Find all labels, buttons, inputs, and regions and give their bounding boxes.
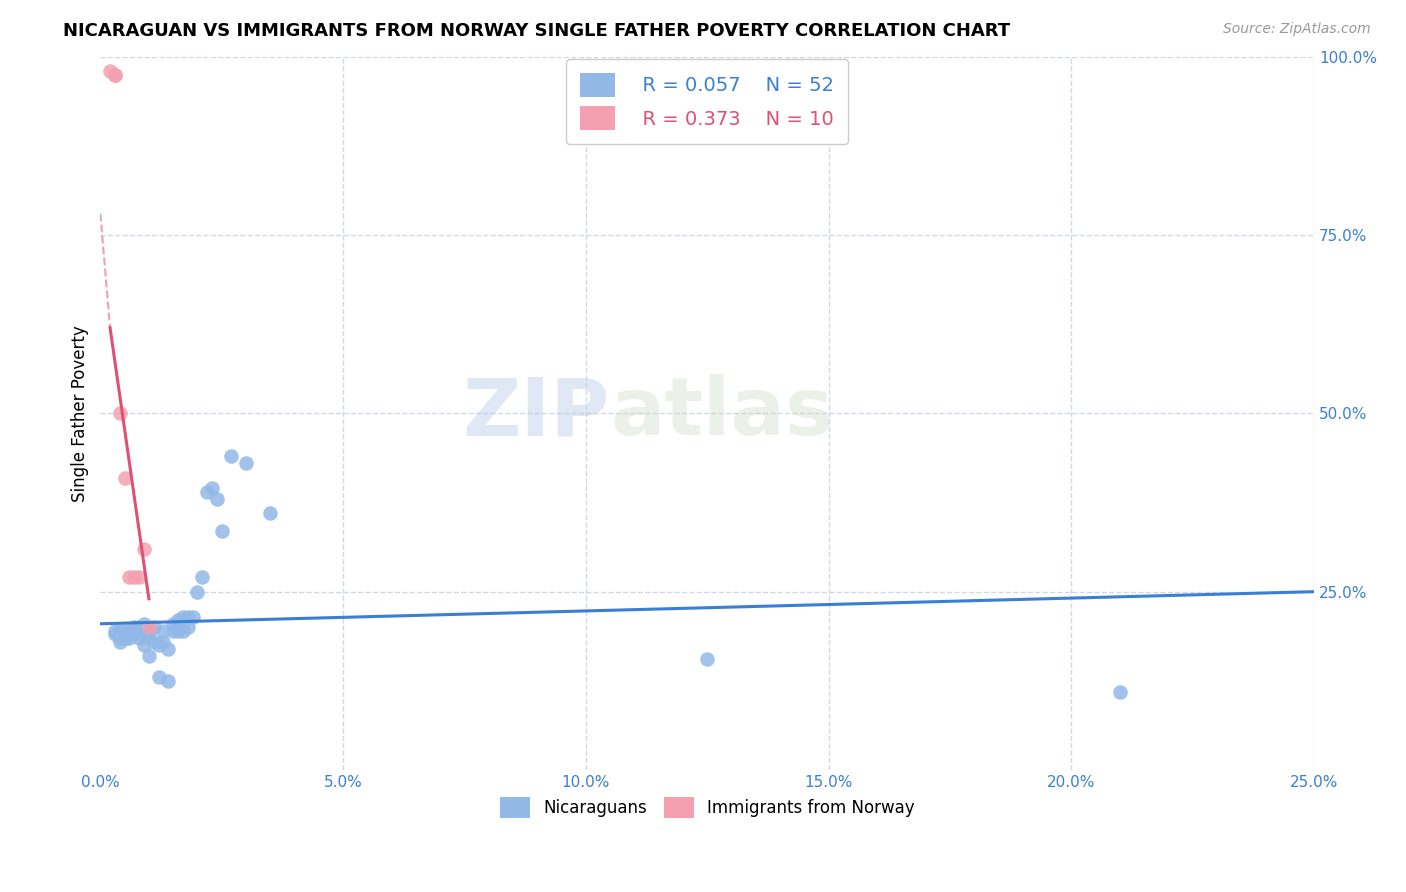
Text: atlas: atlas — [610, 375, 834, 452]
Point — [195, 484, 218, 499]
Point — [162, 616, 184, 631]
Point — [177, 620, 200, 634]
Point — [152, 624, 174, 638]
Point — [148, 670, 170, 684]
Point — [172, 624, 194, 638]
Text: NICARAGUAN VS IMMIGRANTS FROM NORWAY SINGLE FATHER POVERTY CORRELATION CHART: NICARAGUAN VS IMMIGRANTS FROM NORWAY SIN… — [63, 22, 1011, 40]
Point — [108, 406, 131, 420]
Point — [696, 652, 718, 666]
Point — [167, 624, 190, 638]
Point — [124, 624, 146, 638]
Point — [191, 570, 214, 584]
Point — [177, 609, 200, 624]
Text: Source: ZipAtlas.com: Source: ZipAtlas.com — [1223, 22, 1371, 37]
Point — [138, 648, 160, 663]
Point — [118, 570, 141, 584]
Point — [128, 620, 150, 634]
Point — [211, 524, 233, 538]
Point — [114, 624, 136, 638]
Point — [124, 620, 146, 634]
Y-axis label: Single Father Poverty: Single Father Poverty — [72, 325, 89, 501]
Point — [132, 638, 155, 652]
Point — [108, 624, 131, 638]
Point — [157, 641, 180, 656]
Point — [104, 624, 127, 638]
Point — [157, 673, 180, 688]
Point — [132, 616, 155, 631]
Point — [128, 631, 150, 645]
Point — [104, 68, 127, 82]
Point — [114, 631, 136, 645]
Point — [98, 64, 121, 78]
Point — [138, 620, 160, 634]
Point — [181, 609, 204, 624]
Point — [138, 631, 160, 645]
Point — [118, 631, 141, 645]
Point — [142, 620, 165, 634]
Point — [186, 584, 208, 599]
Point — [205, 491, 228, 506]
Point — [108, 634, 131, 648]
Point — [114, 627, 136, 641]
Point — [221, 449, 243, 463]
Point — [148, 638, 170, 652]
Text: ZIP: ZIP — [463, 375, 610, 452]
Point — [235, 456, 257, 470]
Point — [104, 68, 127, 82]
Point — [201, 481, 224, 495]
Point — [108, 631, 131, 645]
Point — [138, 624, 160, 638]
Point — [104, 627, 127, 641]
Point — [124, 627, 146, 641]
Point — [124, 570, 146, 584]
Point — [118, 624, 141, 638]
Point — [1109, 684, 1132, 698]
Point — [128, 570, 150, 584]
Point — [162, 624, 184, 638]
Point — [108, 627, 131, 641]
Point — [259, 506, 281, 520]
Point — [167, 613, 190, 627]
Point — [172, 609, 194, 624]
Point — [132, 624, 155, 638]
Point — [152, 634, 174, 648]
Point — [114, 470, 136, 484]
Point — [142, 634, 165, 648]
Point — [128, 624, 150, 638]
Legend: Nicaraguans, Immigrants from Norway: Nicaraguans, Immigrants from Norway — [492, 789, 922, 826]
Point — [118, 627, 141, 641]
Point — [132, 541, 155, 556]
